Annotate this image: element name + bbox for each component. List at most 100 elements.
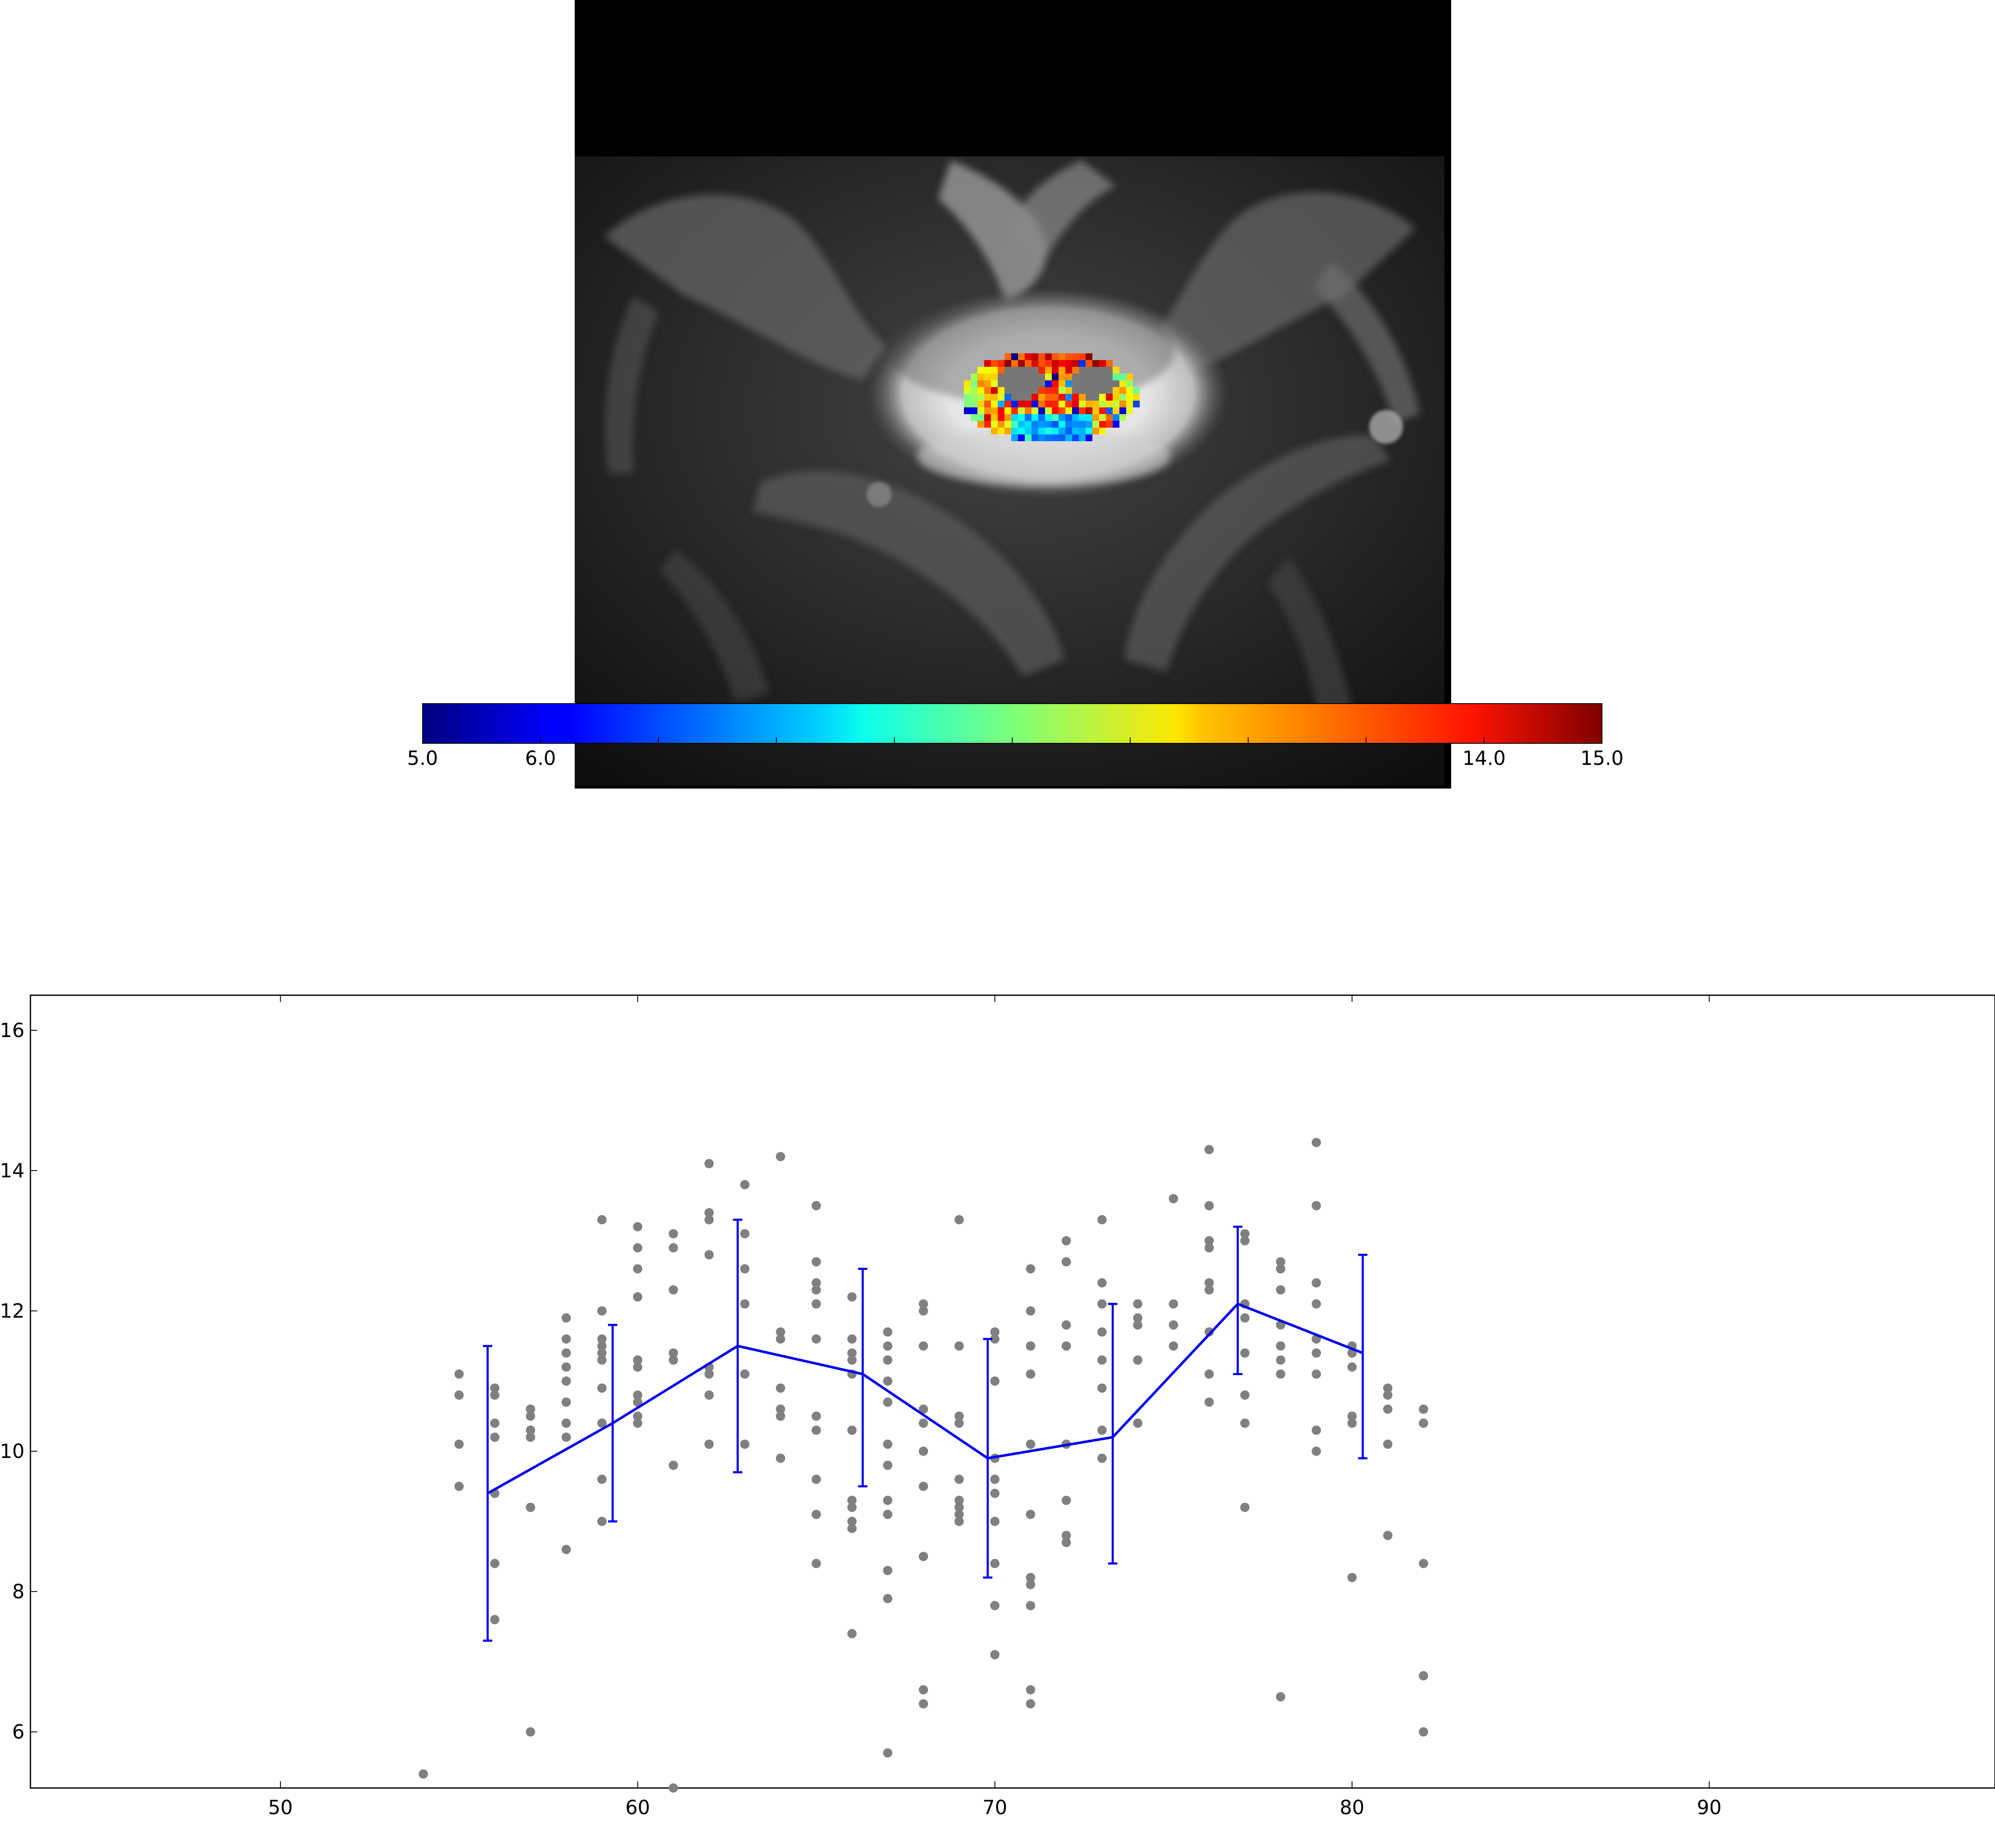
data-point — [919, 1306, 928, 1316]
heatmap-cell — [1059, 428, 1065, 434]
data-point — [561, 1334, 571, 1344]
data-point — [811, 1285, 821, 1295]
heatmap-cell — [1059, 407, 1065, 414]
data-point — [633, 1243, 642, 1253]
data-point — [1276, 1355, 1285, 1365]
heatmap-cell — [1018, 421, 1025, 428]
heatmap-cell — [1126, 374, 1133, 380]
data-point — [1311, 1299, 1321, 1309]
heatmap-cell — [1045, 353, 1052, 360]
heatmap-cell — [1032, 401, 1038, 407]
data-point — [883, 1460, 892, 1470]
y-tick-label: 8 — [12, 1580, 25, 1603]
data-point — [704, 1208, 714, 1217]
data-point — [776, 1152, 786, 1161]
heatmap-cell — [984, 401, 991, 407]
x-tick-label: 70 — [982, 1796, 1007, 1819]
data-point — [1276, 1285, 1285, 1295]
data-point — [740, 1264, 750, 1274]
data-point — [669, 1348, 678, 1358]
data-point — [919, 1447, 928, 1456]
data-point — [454, 1439, 464, 1449]
heatmap-cell — [1106, 414, 1113, 421]
heatmap-cell — [1092, 421, 1099, 428]
heatmap-cell — [1045, 407, 1052, 414]
data-point — [1062, 1537, 1071, 1547]
data-point — [883, 1748, 892, 1758]
heatmap-cell — [977, 421, 984, 428]
heatmap-cell — [998, 407, 1004, 414]
heatmap-cell — [1025, 394, 1032, 401]
data-point — [1347, 1362, 1357, 1372]
heatmap-cell — [1119, 374, 1126, 380]
data-point — [561, 1348, 571, 1358]
heatmap-cell — [1113, 394, 1119, 401]
heatmap-cell — [964, 380, 971, 387]
data-point — [669, 1243, 678, 1253]
data-point — [1097, 1383, 1107, 1393]
data-point — [1097, 1278, 1107, 1288]
data-point — [1276, 1692, 1285, 1702]
heatmap-cell — [1092, 428, 1099, 434]
heatmap-cell — [1099, 387, 1106, 394]
data-point — [1062, 1257, 1071, 1267]
heatmap-cell — [1038, 401, 1045, 407]
heatmap-cell — [1072, 374, 1079, 380]
heatmap-cell — [1119, 380, 1126, 387]
data-point — [883, 1327, 892, 1337]
heatmap-cell — [1079, 380, 1086, 387]
data-point — [740, 1229, 750, 1239]
data-point — [847, 1348, 857, 1358]
data-point — [919, 1685, 928, 1695]
heatmap-cell — [1011, 394, 1018, 401]
heatmap-cell — [1018, 360, 1025, 367]
colorbar-tick-label: 15.0 — [1580, 747, 1624, 770]
colorbar: 5.0 6.0 14.0 15.0 — [407, 703, 1624, 770]
heatmap-cell — [1086, 367, 1092, 374]
heatmap-cell — [991, 428, 998, 434]
data-point — [1062, 1531, 1071, 1540]
heatmap-cell — [1086, 401, 1092, 407]
heatmap-cell — [1126, 387, 1133, 394]
heatmap-cell — [1086, 434, 1092, 441]
heatmap-cell — [1018, 380, 1025, 387]
heatmap-cell — [984, 380, 991, 387]
data-point — [633, 1411, 642, 1421]
data-point — [847, 1425, 857, 1435]
data-point — [1026, 1572, 1035, 1582]
heatmap-cell — [1099, 360, 1106, 367]
heatmap-cell — [1059, 380, 1065, 387]
heatmap-cell — [1099, 374, 1106, 380]
heatmap-cell — [1052, 380, 1059, 387]
heatmap-cell — [1018, 374, 1025, 380]
data-point — [490, 1432, 499, 1442]
heatmap-cell — [1052, 414, 1059, 421]
heatmap-cell — [1113, 401, 1119, 407]
y-tick-label: 12 — [0, 1299, 25, 1322]
heatmap-cell — [1086, 394, 1092, 401]
heatmap-cell — [1065, 374, 1072, 380]
heatmap-cell — [1038, 421, 1045, 428]
data-point — [1204, 1236, 1214, 1246]
heatmap-cell — [1045, 394, 1052, 401]
heatmap-cell — [1079, 353, 1086, 360]
data-point — [597, 1517, 607, 1526]
data-point — [1168, 1299, 1178, 1309]
heatmap-cell — [1032, 353, 1038, 360]
data-point — [776, 1383, 786, 1393]
data-point — [1133, 1320, 1143, 1330]
data-point — [990, 1376, 1000, 1386]
heatmap-cell — [1059, 374, 1065, 380]
data-point — [1311, 1138, 1321, 1147]
heatmap-cell — [964, 407, 971, 414]
data-point — [597, 1348, 607, 1358]
heatmap-cell — [1079, 401, 1086, 407]
heatmap-cell — [1004, 401, 1011, 407]
data-point — [704, 1439, 714, 1449]
heatmap-cell — [1106, 421, 1113, 428]
heatmap-cell — [1099, 428, 1106, 434]
heatmap-cell — [1025, 414, 1032, 421]
heatmap-cell — [977, 374, 984, 380]
data-point — [1419, 1404, 1428, 1414]
heatmap-cell — [977, 414, 984, 421]
